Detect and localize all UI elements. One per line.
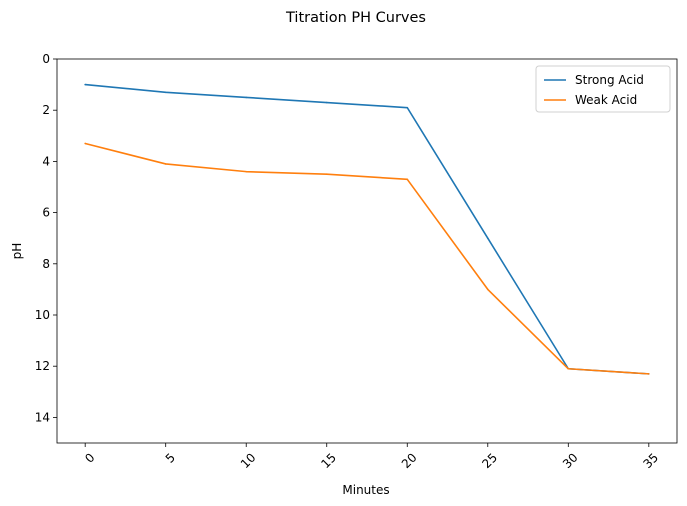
- data-point: [164, 163, 167, 165]
- y-tick-label: 12: [35, 359, 50, 373]
- y-axis-label: pH: [10, 243, 24, 260]
- y-tick-label: 10: [35, 308, 50, 322]
- plot-frame: [56, 58, 678, 444]
- data-point: [486, 237, 489, 239]
- legend: Strong Acid Weak Acid: [535, 65, 671, 113]
- y-tick-label: 14: [35, 410, 50, 424]
- series-line-1: [84, 142, 649, 375]
- data-point: [486, 288, 489, 291]
- x-tick-label: 5: [163, 450, 178, 465]
- series-lines: [84, 83, 650, 375]
- data-point: [84, 142, 86, 145]
- x-axis: 0 5 10 15 20 25 30 35: [82, 443, 661, 471]
- data-point: [245, 170, 248, 173]
- plot-area: [56, 58, 678, 444]
- x-tick-label: 15: [318, 450, 339, 471]
- x-axis-label: Minutes: [342, 483, 389, 497]
- legend-box: [535, 65, 671, 113]
- data-point: [406, 106, 409, 109]
- y-tick-label: 8: [42, 257, 50, 271]
- data-point: [164, 91, 167, 94]
- legend-label: Strong Acid: [575, 73, 644, 87]
- data-point: [325, 101, 328, 104]
- y-tick-label: 4: [42, 154, 50, 168]
- chart-title: Titration PH Curves: [285, 10, 426, 26]
- data-point: [245, 96, 248, 99]
- x-tick-label: 20: [399, 450, 420, 471]
- x-tick-label: 25: [479, 450, 500, 471]
- legend-label: Weak Acid: [575, 93, 637, 107]
- x-tick-label: 30: [560, 450, 581, 471]
- series-line-0: [85, 83, 649, 375]
- data-point: [325, 173, 328, 175]
- y-axis: 0 2 4 6 8 10 12 14: [35, 52, 57, 424]
- y-tick-label: 0: [42, 52, 50, 66]
- data-point: [406, 178, 409, 181]
- x-tick-label: 10: [238, 450, 259, 471]
- x-tick-label: 35: [640, 450, 661, 471]
- y-tick-label: 2: [42, 103, 50, 117]
- y-tick-label: 6: [42, 206, 50, 220]
- data-point: [567, 367, 570, 370]
- x-tick-label: 0: [82, 450, 97, 465]
- data-point: [648, 373, 650, 375]
- data-point: [84, 83, 86, 86]
